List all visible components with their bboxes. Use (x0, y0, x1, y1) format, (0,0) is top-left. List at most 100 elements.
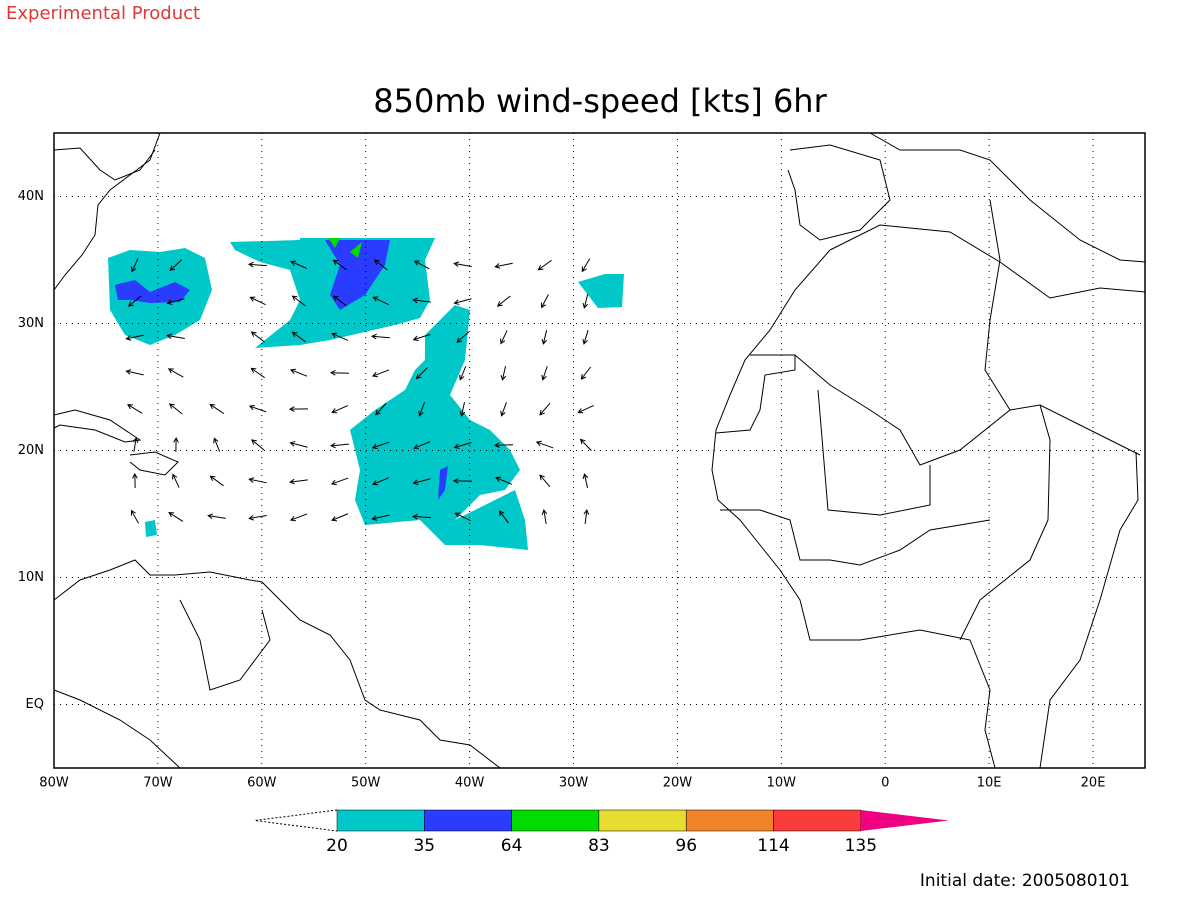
shade (438, 466, 448, 500)
coastline (53, 147, 156, 181)
wind-arrow (539, 402, 551, 416)
wind-arrow (413, 260, 430, 270)
wind-arrow (249, 296, 266, 306)
wind-arrow (329, 369, 350, 376)
colorbar-label: 96 (675, 836, 697, 856)
wind-arrow (372, 477, 390, 486)
wind-arrow (168, 403, 183, 415)
island (129, 451, 179, 476)
wind-arrow (372, 296, 389, 306)
wind-arrow (371, 441, 390, 450)
shade (325, 240, 390, 310)
border (817, 389, 931, 516)
wind-arrow (418, 402, 426, 417)
wind-arrow (371, 333, 390, 340)
wind-arrow (581, 258, 591, 273)
wind-arrow (371, 369, 390, 378)
colorbar-over (860, 810, 949, 831)
colorbar-box (511, 809, 600, 832)
wind-arrow (132, 472, 138, 489)
wind-arrow (535, 440, 554, 449)
wind-arrow (290, 368, 308, 377)
border (53, 689, 181, 769)
colorbar-label: 20 (326, 836, 348, 856)
x-tick-label: 80W (39, 776, 69, 791)
wind-arrow (453, 442, 472, 450)
y-tick-label: 20N (18, 443, 44, 458)
wind-arrow (289, 478, 308, 485)
wind-arrow (330, 477, 349, 486)
wind-arrow (453, 261, 472, 268)
wind-arrow (580, 366, 592, 380)
wind-arrow (375, 402, 387, 416)
colorbar-label: 83 (588, 836, 610, 856)
wind-arrow (290, 260, 308, 269)
x-tick-label: 10E (977, 776, 1002, 791)
wind-arrow (172, 473, 180, 488)
wind-arrow (248, 404, 267, 413)
colorbar-label: 135 (845, 836, 877, 856)
border (794, 354, 1141, 466)
wind-arrow (537, 259, 552, 271)
wind-arrow (494, 262, 513, 269)
border (959, 404, 1051, 641)
x-tick-label: 30W (559, 776, 589, 791)
wind-arrow (452, 478, 473, 484)
colorbar-box (598, 809, 687, 832)
wind-arrow (125, 334, 144, 341)
colorbar-box (336, 809, 425, 832)
wind-arrow (131, 258, 139, 273)
x-tick-label: 20W (663, 776, 693, 791)
wind-arrow (127, 295, 142, 307)
wind-arrow (413, 441, 431, 450)
wind-shading (108, 238, 624, 550)
x-tick-label: 10W (767, 776, 797, 791)
wind-arrow (168, 511, 184, 522)
wind-arrow (412, 333, 431, 342)
wind-arrow (209, 403, 225, 414)
wind-arrow (582, 294, 589, 309)
wind-arrow (332, 295, 347, 307)
wind-arrow (167, 368, 184, 378)
border (984, 199, 1011, 411)
wind-arrow (412, 297, 431, 304)
wind-arrow (289, 513, 308, 522)
colorbar-box (424, 809, 512, 832)
coastline (869, 132, 1146, 263)
wind-arrow (459, 366, 467, 381)
y-tick-label: 40N (18, 189, 44, 204)
colorbar-label: 35 (413, 836, 435, 856)
wind-arrow (248, 514, 267, 521)
wind-arrow (250, 331, 265, 343)
wind-arrow (166, 298, 185, 305)
y-tick-label: EQ (26, 697, 44, 712)
colorbar-box (685, 809, 774, 832)
wind-arrow (500, 365, 507, 381)
grid (53, 133, 1145, 768)
wind-arrow (209, 475, 224, 487)
wind-arrow (541, 329, 548, 345)
map-title: 850mb wind-speed [kts] 6hr (373, 82, 827, 120)
wind-arrow (371, 514, 390, 521)
wind-arrow (207, 513, 226, 520)
wind-arrow (582, 330, 589, 345)
coastline (53, 559, 501, 769)
wind-arrow (493, 442, 514, 448)
wind-arrow (250, 367, 265, 379)
shade (578, 274, 624, 308)
wind-arrow (132, 437, 139, 453)
wind-arrow (291, 295, 306, 307)
wind-arrow (495, 476, 513, 485)
wind-arrow (331, 332, 349, 341)
x-tick-label: 60W (247, 776, 277, 791)
wind-arrow (459, 401, 466, 417)
wind-arrow (130, 509, 139, 524)
wind-arrow (500, 402, 507, 417)
wind-arrow (331, 513, 349, 522)
wind-arrow (126, 404, 143, 414)
wind-arrow (291, 331, 306, 343)
wind-arrow (412, 478, 431, 485)
border (720, 509, 991, 566)
